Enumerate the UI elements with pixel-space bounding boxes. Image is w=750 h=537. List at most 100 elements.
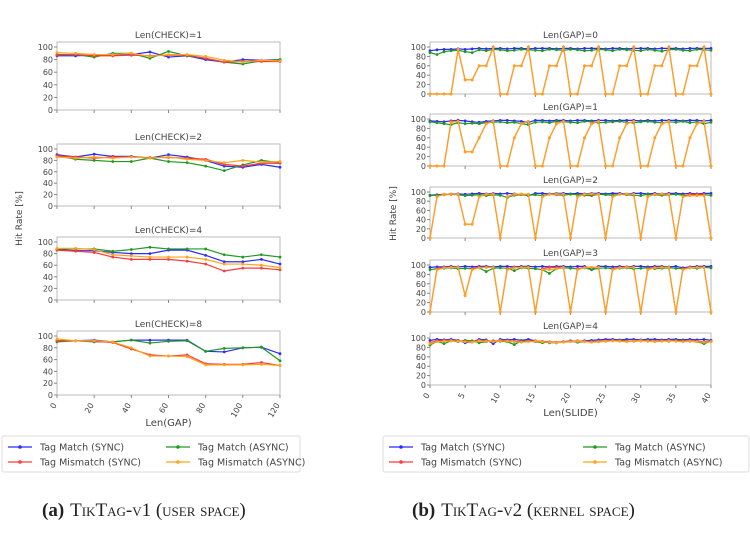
data-point bbox=[569, 340, 572, 344]
legend-marker bbox=[176, 445, 180, 449]
data-point bbox=[569, 120, 572, 124]
data-point bbox=[463, 340, 467, 344]
x-tick-label: 35 bbox=[665, 392, 678, 405]
data-point bbox=[435, 164, 439, 168]
y-tick-label: 40 bbox=[416, 362, 426, 371]
data-point bbox=[167, 50, 170, 53]
data-point bbox=[241, 159, 245, 162]
data-point bbox=[597, 119, 600, 123]
x-tick-label: 15 bbox=[524, 392, 537, 405]
data-point bbox=[129, 160, 133, 163]
data-point bbox=[709, 266, 713, 270]
x-tick-label: 30 bbox=[630, 392, 643, 405]
data-point bbox=[674, 120, 678, 124]
data-point bbox=[576, 265, 579, 268]
y-tick-label: 80 bbox=[416, 124, 426, 133]
data-point bbox=[646, 192, 650, 196]
x-tick-label: 40 bbox=[120, 402, 133, 415]
data-point bbox=[111, 53, 115, 56]
legend: Tag Match (SYNC) Tag Mismatch (SYNC) Tag M… bbox=[382, 435, 750, 473]
y-tick-label: 100 bbox=[38, 145, 53, 154]
data-point bbox=[590, 265, 593, 269]
data-point bbox=[576, 339, 579, 343]
y-tick-label: 80 bbox=[43, 56, 53, 65]
data-point bbox=[541, 191, 544, 195]
data-point bbox=[278, 359, 282, 363]
y-tick-label: 40 bbox=[43, 81, 53, 90]
data-point bbox=[541, 164, 544, 168]
series-line-3 bbox=[56, 338, 281, 367]
data-point bbox=[428, 164, 432, 168]
data-point bbox=[519, 47, 523, 51]
panel-b: Len(GAP)=0020406080100Len(GAP)=102040608… bbox=[382, 31, 750, 473]
data-point bbox=[660, 64, 664, 68]
y-tick-label: 80 bbox=[43, 156, 53, 165]
y-tick-label: 100 bbox=[411, 115, 426, 124]
data-point bbox=[702, 338, 706, 341]
data-point bbox=[604, 48, 608, 52]
data-point bbox=[435, 340, 439, 344]
data-point bbox=[222, 161, 226, 165]
legend-label: Tag Match (SYNC) bbox=[39, 443, 124, 454]
data-point bbox=[167, 153, 170, 157]
data-point bbox=[688, 64, 692, 68]
y-tick-label: 40 bbox=[43, 273, 53, 282]
data-point bbox=[477, 136, 481, 140]
data-point bbox=[241, 262, 245, 266]
data-point bbox=[653, 136, 657, 140]
data-point bbox=[533, 92, 537, 96]
data-point bbox=[470, 47, 474, 51]
data-point bbox=[604, 236, 608, 240]
data-point bbox=[92, 152, 96, 156]
data-point bbox=[498, 48, 502, 52]
data-point bbox=[681, 92, 685, 96]
data-point bbox=[688, 121, 692, 125]
data-point bbox=[477, 122, 481, 126]
data-point bbox=[639, 194, 643, 198]
data-point bbox=[428, 268, 432, 272]
data-point bbox=[604, 164, 608, 168]
data-point bbox=[92, 251, 96, 254]
y-tick-label: 40 bbox=[43, 179, 53, 188]
x-tick-label: 20 bbox=[559, 392, 572, 405]
data-point bbox=[541, 340, 544, 344]
data-point bbox=[167, 354, 170, 358]
data-point bbox=[639, 47, 643, 50]
legend-marker bbox=[593, 445, 597, 449]
data-point bbox=[498, 120, 502, 124]
data-point bbox=[632, 265, 636, 269]
data-point bbox=[569, 164, 572, 168]
data-point bbox=[667, 46, 671, 49]
data-point bbox=[639, 49, 643, 53]
data-point bbox=[702, 46, 706, 49]
data-point bbox=[590, 122, 593, 126]
data-point bbox=[541, 92, 544, 96]
data-point bbox=[505, 119, 509, 122]
x-axis-label: Len(SLIDE) bbox=[543, 408, 598, 419]
data-point bbox=[74, 339, 77, 343]
data-point bbox=[541, 49, 544, 53]
data-point bbox=[646, 339, 650, 343]
data-point bbox=[618, 47, 622, 51]
subplot-title: Len(GAP)=1 bbox=[543, 103, 598, 113]
data-point bbox=[604, 193, 608, 197]
data-point bbox=[470, 51, 474, 55]
data-point bbox=[74, 156, 77, 160]
data-point bbox=[55, 337, 59, 341]
data-point bbox=[92, 53, 96, 56]
data-point bbox=[611, 268, 615, 272]
data-point bbox=[185, 53, 189, 56]
data-point bbox=[660, 47, 664, 50]
data-point bbox=[498, 92, 502, 96]
subplot-title: Len(CHECK)=4 bbox=[135, 226, 203, 236]
data-point bbox=[185, 355, 189, 359]
y-tick-label: 80 bbox=[43, 250, 53, 259]
data-point bbox=[442, 339, 446, 343]
data-point bbox=[653, 340, 657, 344]
data-point bbox=[428, 51, 432, 55]
data-point bbox=[576, 121, 579, 125]
legend-label: Tag Match (ASYNC) bbox=[197, 443, 289, 454]
